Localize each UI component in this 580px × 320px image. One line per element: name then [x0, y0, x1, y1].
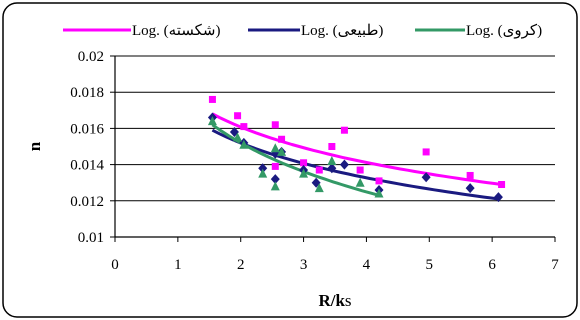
y-tick-label: 0.02: [78, 49, 104, 65]
x-axis-title-suffix: s: [345, 291, 352, 310]
data-point: [258, 168, 268, 178]
trendline: [211, 112, 502, 186]
x-tick-labels: 0 1 2 3 4 5 6 7: [111, 257, 559, 273]
legend-label: Log. (طبیعی): [301, 23, 383, 39]
x-axis-title: R/ks: [318, 291, 351, 310]
data-point: [493, 192, 503, 203]
x-tick-label: 4: [363, 257, 371, 273]
data-point: [465, 183, 475, 194]
y-tick-label: 0.014: [70, 158, 104, 174]
gridlines: [115, 55, 555, 202]
data-point: [356, 166, 364, 174]
data-point: [270, 143, 280, 153]
y-tick-labels: 0.01 0.012 0.014 0.016 0.018 0.02: [70, 49, 104, 246]
legend-label: Log. (کروی): [466, 23, 542, 39]
data-point: [327, 163, 337, 174]
data-point: [466, 171, 474, 179]
data-point: [240, 123, 248, 131]
x-tick-label: 3: [300, 257, 308, 273]
data-point: [374, 188, 384, 198]
data-point: [208, 95, 216, 103]
axes: [110, 55, 556, 242]
y-tick-label: 0.018: [70, 85, 104, 101]
x-axis-title-main: R/k: [318, 291, 345, 310]
legend-label: Log. (شکسته): [132, 23, 220, 39]
x-tick-label: 6: [488, 257, 496, 273]
data-point: [375, 177, 383, 185]
trendline: [211, 128, 499, 201]
y-axis-title: n: [25, 141, 44, 151]
data-point: [339, 159, 349, 170]
data-point: [498, 181, 506, 189]
data-point: [271, 121, 279, 129]
data-point: [314, 183, 324, 193]
data-point: [270, 181, 280, 191]
data-point: [234, 112, 242, 120]
data-point: [422, 148, 430, 156]
data-point: [278, 135, 286, 143]
y-tick-label: 0.016: [70, 121, 104, 137]
data-point: [315, 166, 323, 174]
data-point: [233, 132, 243, 142]
y-tick-label: 0.012: [70, 194, 104, 210]
data-point: [340, 126, 348, 134]
data-point: [421, 172, 431, 183]
data-point: [207, 116, 217, 126]
x-tick-label: 5: [426, 257, 434, 273]
data-point: [355, 177, 365, 187]
data-point: [299, 168, 309, 178]
data-point: [328, 143, 336, 150]
data-point: [327, 155, 337, 165]
x-tick-label: 0: [111, 257, 119, 273]
data-point: [271, 162, 279, 170]
data-point: [270, 174, 280, 185]
data-point: [300, 159, 308, 167]
y-tick-label: 0.01: [78, 230, 104, 246]
data-point: [239, 139, 249, 149]
x-tick-label: 2: [237, 257, 245, 273]
legend: Log. (شکسته) Log. (طبیعی) Log. (کروی): [63, 23, 542, 39]
x-tick-label: 1: [174, 257, 182, 273]
data-point: [277, 146, 287, 156]
data-point: [258, 163, 268, 174]
data-markers: [207, 95, 506, 203]
x-tick-label: 7: [551, 257, 559, 273]
